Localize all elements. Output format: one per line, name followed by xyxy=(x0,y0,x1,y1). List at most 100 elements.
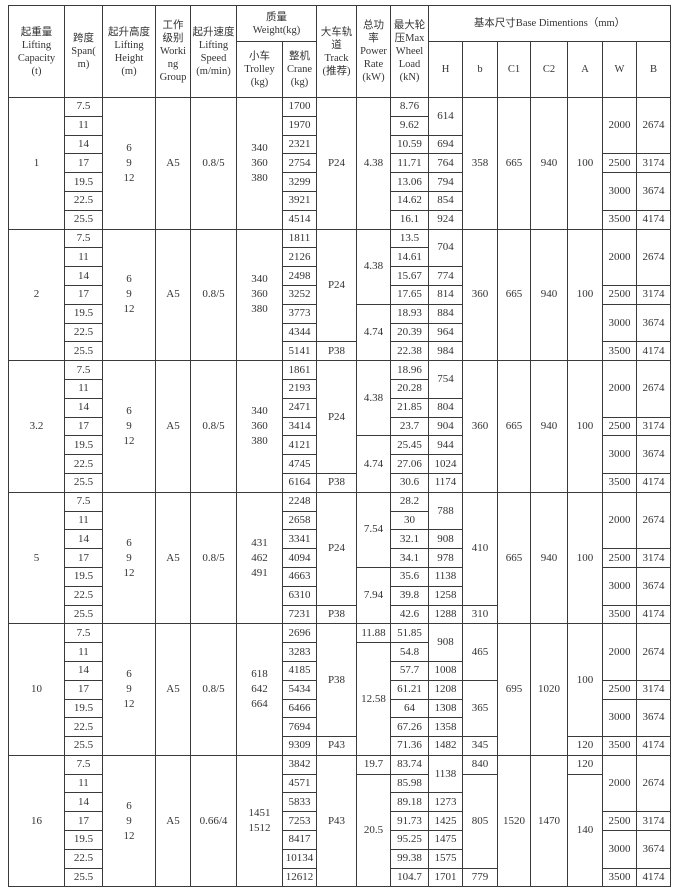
cell-w: 3500 xyxy=(602,604,637,625)
cell-load: 17.65 xyxy=(390,284,429,305)
cell-capacity: 1 xyxy=(8,97,65,230)
cell-power: 12.58 xyxy=(356,642,391,756)
cell-load: 91.73 xyxy=(390,811,429,832)
cell-group: A5 xyxy=(155,97,191,230)
cell-a: 100 xyxy=(567,623,603,738)
cell-b: 3674 xyxy=(635,698,672,738)
cell-span: 7.5 xyxy=(64,97,103,117)
cell-load: 34.1 xyxy=(390,548,429,568)
cell-b: 345 xyxy=(462,736,498,756)
cell-group: A5 xyxy=(155,491,191,625)
cell-crane: 2754 xyxy=(282,153,317,174)
cell-crane: 6164 xyxy=(282,472,317,493)
cell-height: 6 9 12 xyxy=(102,754,156,888)
cell-c1: 665 xyxy=(497,97,531,230)
cell-track: P24 xyxy=(316,97,357,230)
header-span: 跨度 Span( m) xyxy=(64,5,103,98)
cell-w: 2000 xyxy=(602,623,637,681)
cell-load: 104.7 xyxy=(390,867,429,888)
cell-crane: 4663 xyxy=(282,566,317,587)
cell-trolley: 340 360 380 xyxy=(236,228,283,362)
cell-span: 14 xyxy=(64,397,103,418)
cell-crane: 2471 xyxy=(282,397,317,418)
table-row: 17 7253 91.73 1425 2500 3174 xyxy=(9,811,672,832)
cell-crane: 1811 xyxy=(282,228,317,249)
cell-span: 7.5 xyxy=(64,360,103,380)
table-row: 11 4571 20.5 85.98 805 140 xyxy=(9,773,671,888)
cell-span: 7.5 xyxy=(64,623,103,644)
cell-span: 22.5 xyxy=(64,190,103,211)
cell-h: 1482 xyxy=(428,736,463,756)
cell-b: 840 xyxy=(462,754,498,775)
cell-w: 2500 xyxy=(602,153,637,174)
table-row: 1 7.5 6 9 12 A5 0.8/5 340 360 380 1700 P24 4.38 8… xyxy=(8,96,672,230)
cell-group: A5 xyxy=(155,228,191,362)
cell-track: P24 xyxy=(316,228,357,343)
cell-span: 14 xyxy=(64,134,103,155)
header-track: 大车轨 道 Track (推荐) xyxy=(316,5,357,98)
cell-power: 19.7 xyxy=(356,754,391,775)
cell-span: 7.5 xyxy=(64,491,103,512)
cell-h: 804 xyxy=(428,397,463,418)
cell-span: 22.5 xyxy=(64,322,103,343)
cell-span: 22.5 xyxy=(64,585,103,606)
cell-h: 1174 xyxy=(428,472,463,493)
cell-b: 4174 xyxy=(635,209,672,230)
cell-span: 19.5 xyxy=(64,303,103,324)
cell-h: 814 xyxy=(428,284,463,305)
cell-crane: 4344 xyxy=(282,322,317,343)
cell-span: 11 xyxy=(64,115,103,136)
cell-c1: 665 xyxy=(497,491,531,625)
table-row: 11 1970 9.62 xyxy=(9,115,671,136)
cell-b: 805 xyxy=(462,773,498,869)
cell-load: 32.1 xyxy=(390,529,429,550)
cell-crane: 4745 xyxy=(282,454,317,474)
cell-power: 4.38 xyxy=(356,360,391,437)
cell-h: 694 xyxy=(428,134,463,155)
cell-load: 83.74 xyxy=(390,754,429,775)
table-row: 10 7.5 6 9 12 A5 0.8/5 618 642 664 2696 P38 11.8… xyxy=(8,623,672,756)
cell-crane: 10134 xyxy=(282,848,317,869)
header-b: b xyxy=(462,41,498,98)
header-base-dimensions: 基本尺寸Base Dimentions（mm） xyxy=(427,5,672,42)
cell-span: 22.5 xyxy=(64,848,103,869)
cell-c2: 1020 xyxy=(530,623,568,756)
cell-h: 774 xyxy=(428,266,463,286)
cell-w: 2500 xyxy=(602,284,637,305)
cell-w: 2500 xyxy=(602,416,637,437)
cell-speed: 0.8/5 xyxy=(190,360,237,493)
table-row: 11 2658 30 xyxy=(9,510,671,531)
cell-load: 67.26 xyxy=(390,717,429,738)
cell-w: 2500 xyxy=(602,679,637,700)
cell-b: 2674 xyxy=(635,754,672,813)
cell-h: 1701 xyxy=(428,867,463,888)
cell-h: 1024 xyxy=(428,454,463,474)
cell-crane: 5833 xyxy=(282,792,317,813)
cell-b: 2674 xyxy=(635,623,672,681)
cell-load: 8.76 xyxy=(390,97,429,117)
cell-load: 9.62 xyxy=(390,115,429,136)
cell-h: 854 xyxy=(428,190,463,211)
cell-crane: 4185 xyxy=(282,660,317,681)
cell-load: 99.38 xyxy=(390,848,429,869)
cell-span: 17 xyxy=(64,811,103,832)
cell-w: 3000 xyxy=(602,566,637,606)
table-row: 19.5 4663 7.94 35.6 1138 3000 3674 xyxy=(9,566,672,625)
cell-h: 1308 xyxy=(428,698,463,719)
cell-w: 2000 xyxy=(602,491,637,550)
header-A: A xyxy=(567,41,603,98)
cell-group: A5 xyxy=(155,623,191,756)
cell-b: 3174 xyxy=(635,811,672,832)
cell-track: P24 xyxy=(316,491,357,606)
cell-c1: 665 xyxy=(497,228,531,362)
cell-power: 4.38 xyxy=(356,228,391,305)
cell-h: 884 xyxy=(428,303,463,324)
cell-crane: 2696 xyxy=(282,623,317,644)
cell-crane: 3299 xyxy=(282,172,317,192)
table-row: 14 2498 15.67 774 xyxy=(9,266,671,286)
cell-h: 964 xyxy=(428,322,463,343)
cell-crane: 1700 xyxy=(282,97,317,117)
cell-c1: 665 xyxy=(497,360,531,493)
cell-h: 908 xyxy=(428,529,463,550)
cell-load: 57.7 xyxy=(390,660,429,681)
